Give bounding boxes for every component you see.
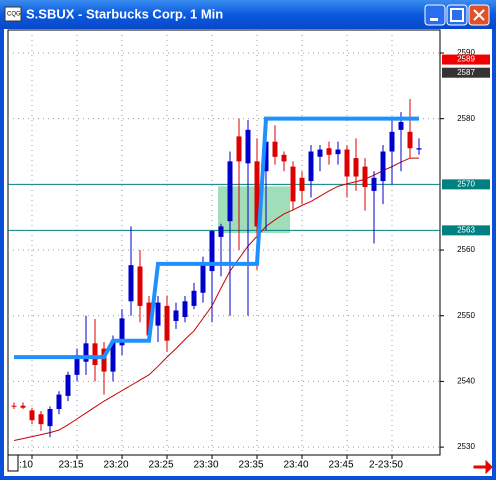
candle-body — [128, 265, 134, 302]
candle-body — [353, 158, 359, 177]
x-tick-label: 23:45 — [328, 460, 353, 471]
candle-body — [209, 231, 215, 272]
chart-layer: 2530 2540 2550 2560 2580 2590 :10 23:15 23:20 23:… — [8, 30, 490, 471]
candle-body — [137, 266, 143, 306]
y-tick-label: 2580 — [457, 114, 475, 123]
minimize-button[interactable] — [424, 4, 446, 26]
window-title: S.SBUX - Starbucks Corp. 1 Min — [26, 6, 223, 21]
candle-body — [299, 177, 305, 191]
candle-body — [362, 166, 368, 187]
x-tick-label: 23:40 — [283, 460, 308, 471]
x-tick-label: 23:15 — [58, 460, 83, 471]
title-bar — [0, 0, 496, 29]
candle-body — [281, 154, 287, 162]
close-icon — [473, 9, 485, 21]
candle-body — [92, 343, 98, 366]
x-tick-label: 23:20 — [103, 460, 128, 471]
candle-body — [11, 405, 17, 407]
candle-body — [218, 226, 224, 237]
candle-body — [146, 302, 152, 336]
candle-body — [398, 121, 404, 130]
candle-body — [155, 302, 161, 326]
candle-body — [290, 166, 296, 202]
candle-body — [191, 290, 197, 306]
candle-body — [101, 348, 107, 372]
x-tick-label: 2-23:50 — [369, 460, 403, 471]
candle-body — [254, 161, 260, 227]
y-tick-label: 2540 — [457, 377, 475, 386]
candle-body — [83, 343, 89, 362]
level-label: 2570 — [457, 179, 475, 188]
candle-body — [200, 263, 206, 293]
candle-body — [380, 151, 386, 182]
app-icon — [4, 6, 22, 22]
maximize-icon — [450, 8, 464, 22]
plot-area — [7, 29, 441, 456]
price-marker — [442, 54, 490, 65]
step-line — [14, 116, 419, 360]
candle-body — [389, 131, 395, 152]
minimize-icon — [430, 18, 438, 21]
candle-body — [227, 161, 233, 222]
y-tick-label: 2550 — [457, 311, 475, 320]
level-box — [442, 179, 490, 190]
candle-body — [182, 301, 188, 318]
candle-body — [74, 355, 80, 375]
y-tick-label: 2560 — [457, 245, 475, 254]
candle-body — [407, 131, 413, 149]
candle-body — [56, 394, 62, 410]
price-marker — [442, 67, 490, 78]
candle-body — [164, 305, 170, 341]
x-tick-label: 23:35 — [238, 460, 263, 471]
candle-body — [416, 148, 422, 150]
candle-body — [20, 405, 26, 408]
scroll-arrow[interactable] — [473, 459, 493, 475]
candle-body — [335, 149, 341, 155]
candle-body — [236, 136, 242, 162]
candle-body — [245, 129, 251, 164]
candle-body — [317, 149, 323, 157]
candle-body — [308, 151, 314, 182]
candle-body — [38, 414, 44, 425]
candle-body — [263, 141, 269, 172]
candle-body — [326, 148, 332, 155]
candle-body — [344, 149, 350, 177]
window-buttons — [424, 4, 490, 26]
y-tick-label: 2590 — [457, 48, 475, 57]
moving-average — [13, 157, 419, 442]
x-tick-label: 23:30 — [193, 460, 218, 471]
candle-body — [173, 310, 179, 321]
price-marker-label: 2589 — [457, 55, 475, 64]
x-tick-label: 23:25 — [148, 460, 173, 471]
candle-body — [272, 141, 278, 157]
candle-body — [65, 374, 71, 396]
level-box — [442, 225, 490, 236]
scroll-box[interactable] — [7, 454, 19, 472]
y-tick-label: 2530 — [457, 442, 475, 451]
candle-body — [371, 177, 377, 191]
price-marker-label: 2587 — [457, 68, 475, 77]
candle-body — [119, 318, 125, 346]
candle-body — [47, 409, 53, 427]
app-icon-text: CQG — [7, 12, 21, 18]
candle-body — [29, 410, 35, 421]
x-tick-label: :10 — [19, 460, 33, 471]
candle-body — [110, 342, 116, 372]
level-label: 2563 — [457, 225, 475, 234]
